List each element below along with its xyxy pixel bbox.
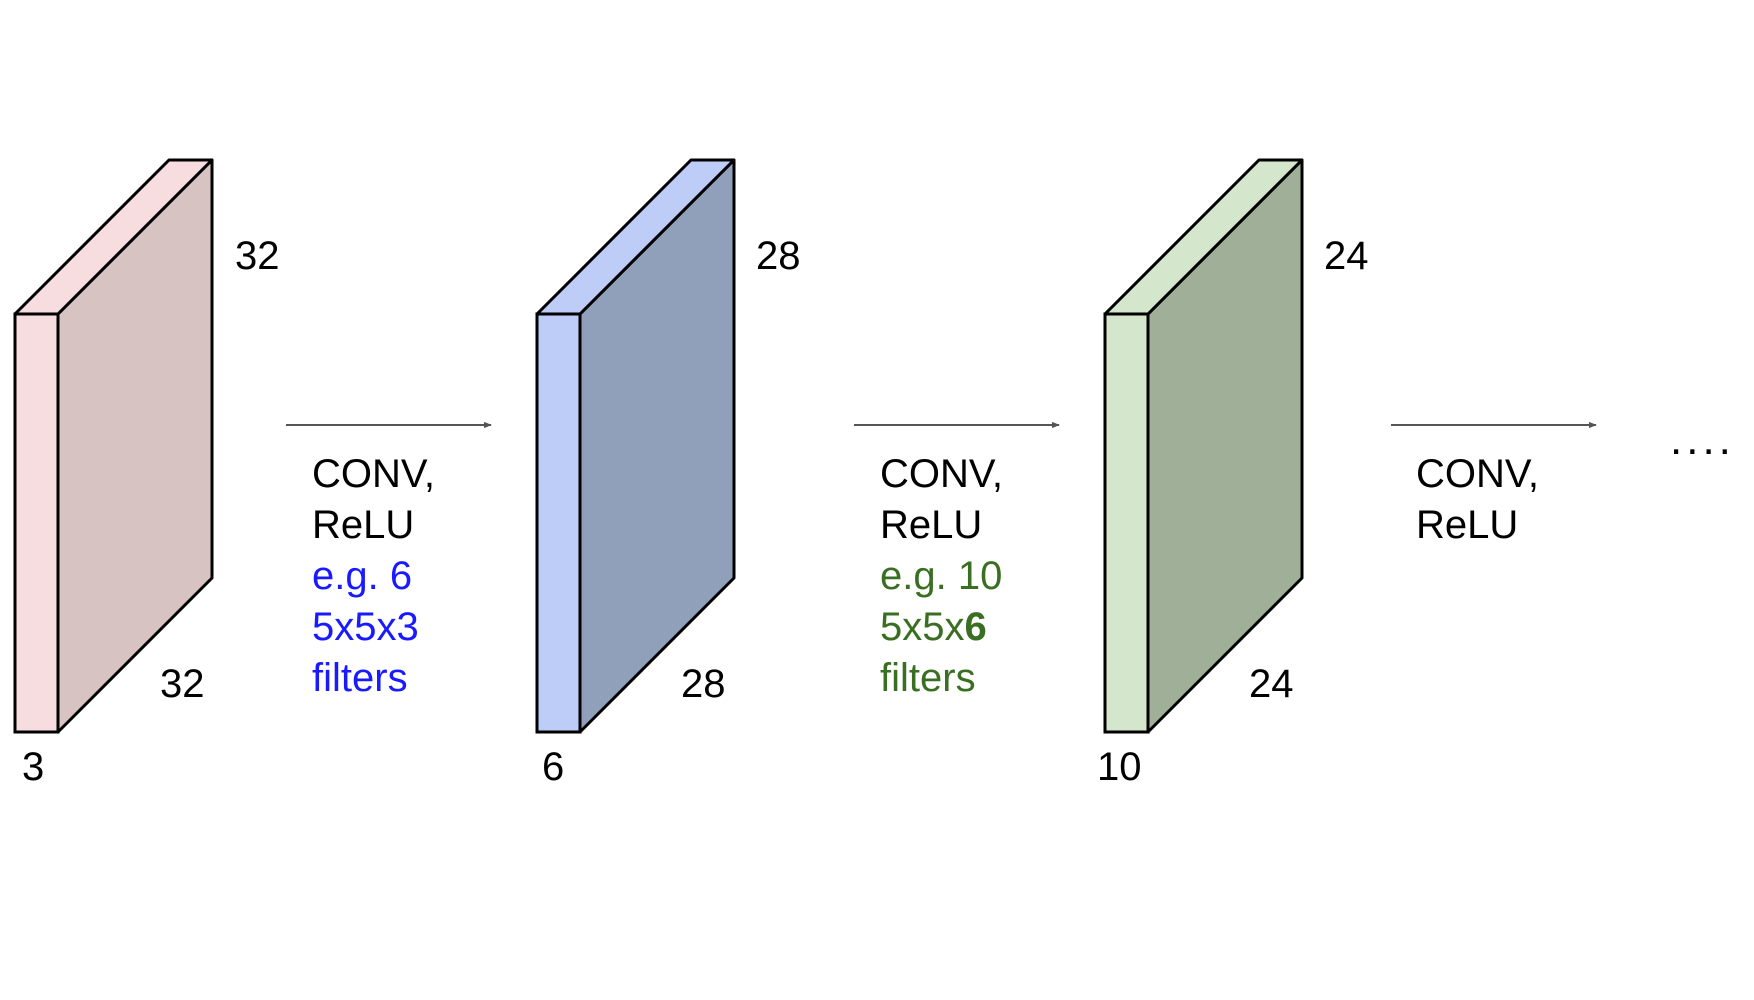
step-1-op-line1: CONV,	[312, 452, 436, 496]
step-1-note-line3: filters	[312, 656, 408, 700]
step-1-note-line1: e.g. 6	[312, 554, 413, 598]
volume-conv1-width-label: 28	[681, 662, 726, 706]
step-1-text: CONV, ReLU e.g. 6 5x5x3 filters	[312, 449, 435, 704]
step-2-note-line2-b: 6	[964, 605, 987, 649]
step-2-note-line2: 5x5x6	[880, 602, 1003, 653]
step-1-op-line2: ReLU	[312, 503, 415, 547]
step-2-text: CONV, ReLU e.g. 10 5x5x6 filters	[880, 449, 1003, 704]
step-2-note-line3: filters	[880, 656, 976, 700]
volume-conv2	[1103, 158, 1304, 734]
step-3-text: CONV, ReLU	[1416, 449, 1539, 551]
volume-conv1-height-label: 28	[756, 234, 801, 278]
ellipsis-continuation: ....	[1670, 415, 1735, 464]
step-3-op-line1: CONV,	[1416, 452, 1540, 496]
step-3-op-line2: ReLU	[1416, 503, 1519, 547]
volume-conv2-front	[1103, 312, 1150, 734]
volume-input	[13, 158, 214, 734]
step-1-note-line2: 5x5x3	[312, 602, 435, 653]
volume-conv2-height-label: 24	[1324, 234, 1369, 278]
volume-input-width-label: 32	[160, 662, 205, 706]
step-2-op-line2: ReLU	[880, 503, 983, 547]
volume-conv2-width-label: 24	[1249, 662, 1294, 706]
volume-conv2-depth-label: 10	[1097, 745, 1142, 789]
step-2-note-line2-a: 5x5x	[880, 605, 965, 649]
volume-conv1	[535, 158, 736, 734]
volume-input-depth-label: 3	[22, 745, 45, 789]
volume-conv1-front	[535, 312, 582, 734]
step-2-op-line1: CONV,	[880, 452, 1004, 496]
volume-conv1-depth-label: 6	[542, 745, 565, 789]
step-1-note-line2-a: 5x5x3	[312, 605, 419, 649]
volume-input-front	[13, 312, 60, 734]
step-2-note-line1: e.g. 10	[880, 554, 1003, 598]
volume-input-height-label: 32	[235, 234, 280, 278]
